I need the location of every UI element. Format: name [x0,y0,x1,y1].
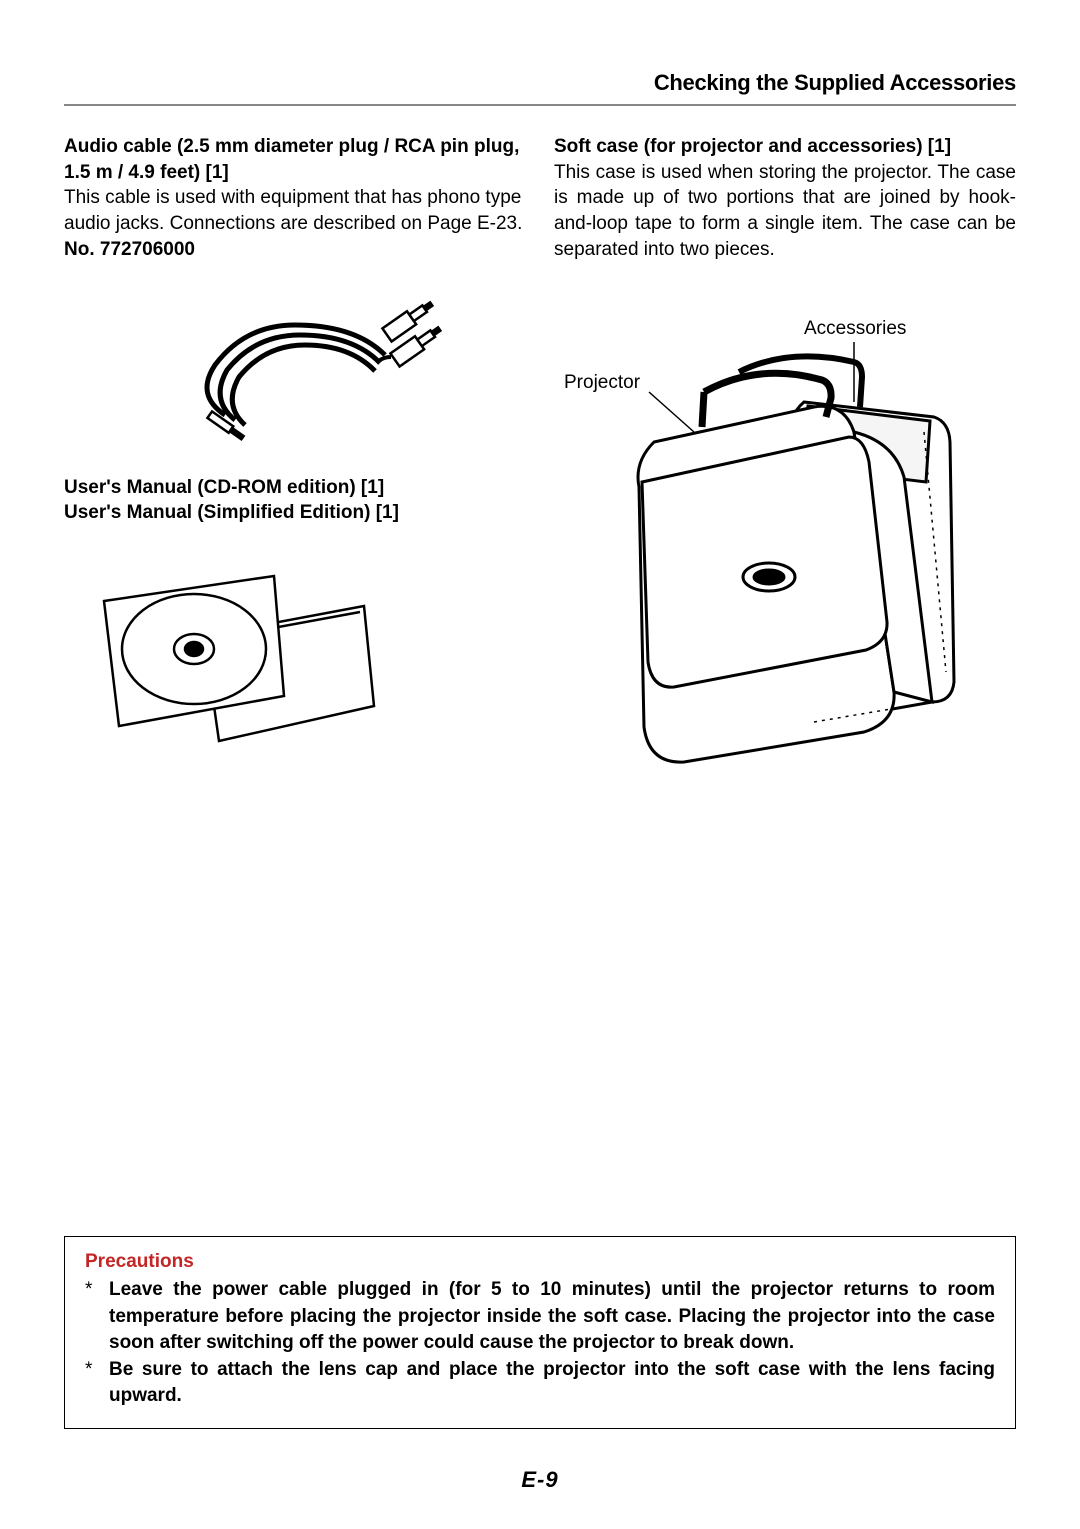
audio-cable-desc: This cable is used with equipment that h… [64,185,526,236]
manual-simplified: User's Manual (Simplified Edition) [1] [64,500,526,526]
bullet-asterisk: * [85,1277,109,1357]
precautions-title: Precautions [85,1251,995,1273]
page-number: E-9 [0,1467,1080,1493]
label-projector: Projector [564,372,640,394]
precaution-item: * Leave the power cable plugged in (for … [85,1277,995,1357]
part-number: No. 772706000 [64,239,526,261]
audio-cable-diagram [64,265,526,455]
precaution-text: Leave the power cable plugged in (for 5 … [109,1277,995,1357]
precaution-text: Be sure to attach the lens cap and place… [109,1357,995,1410]
left-column: Audio cable (2.5 mm diameter plug / RCA … [64,134,526,782]
content-columns: Audio cable (2.5 mm diameter plug / RCA … [64,134,1016,782]
manual-diagram [64,546,526,776]
right-column: Soft case (for projector and accessories… [554,134,1016,782]
manual-cdrom: User's Manual (CD-ROM edition) [1] [64,475,526,501]
precaution-item: * Be sure to attach the lens cap and pla… [85,1357,995,1410]
audio-cable-title: Audio cable (2.5 mm diameter plug / RCA … [64,134,526,185]
softcase-diagram: Accessories Projector [554,322,1016,782]
precautions-box: Precautions * Leave the power cable plug… [64,1236,1016,1429]
label-accessories: Accessories [804,318,906,340]
page-header: Checking the Supplied Accessories [64,70,1016,106]
bullet-asterisk: * [85,1357,109,1410]
softcase-desc: This case is used when storing the proje… [554,160,1016,263]
softcase-title: Soft case (for projector and accessories… [554,134,1016,160]
